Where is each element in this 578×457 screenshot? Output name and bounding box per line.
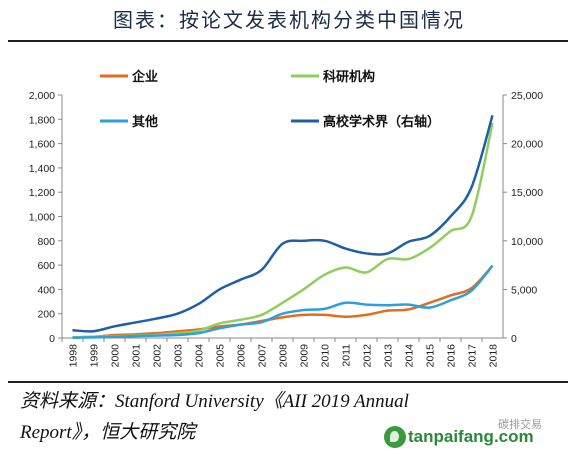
- x-tick-label: 2002: [152, 344, 164, 368]
- source-line-2: Report》，恒大研究院: [20, 422, 196, 443]
- x-tick-label: 2016: [446, 344, 458, 368]
- series-line-0: [72, 264, 494, 339]
- legend-label-1: 科研机构: [323, 69, 375, 85]
- x-tick-label: 2006: [236, 344, 248, 368]
- x-tick-label: 2018: [488, 344, 500, 368]
- x-tick-label: 2009: [299, 344, 311, 368]
- y-left-tick-label: 2,000: [29, 90, 55, 102]
- legend-label-3: 高校学术界（右轴）: [323, 114, 440, 130]
- x-tick-label: 2005: [215, 344, 227, 368]
- y-left-tick-label: 1,000: [29, 212, 55, 224]
- y-right-tick-label: 0: [511, 333, 517, 345]
- chart-axes: 0 200 400 600 800 1,000 1,200 1,400 1,600 1,800 2,…: [29, 90, 544, 367]
- series-line-1: [72, 122, 494, 339]
- y-left-tick-label: 200: [37, 309, 55, 321]
- x-tick-label: 2011: [341, 344, 353, 367]
- x-tick-label: 2012: [362, 344, 374, 368]
- x-tick-label: 2015: [425, 344, 437, 368]
- y-right-tick-label: 15,000: [511, 187, 543, 199]
- watermark: tanpaifang.com 碳排交易: [380, 418, 570, 452]
- y-left-tick-label: 1,800: [29, 114, 55, 126]
- y-left-tick-label: 400: [37, 284, 55, 296]
- y-left-tick-label: 600: [37, 260, 55, 272]
- source-line-1: 资料来源：Stanford University《AII 2019 Annual: [20, 391, 409, 412]
- chart-series: [72, 115, 494, 340]
- y-right-tick-label: 5,000: [511, 284, 537, 296]
- x-tick-label: 2017: [467, 344, 479, 368]
- x-tick-label: 2008: [278, 344, 290, 368]
- x-tick-label: 2000: [110, 344, 122, 368]
- x-tick-label: 1999: [89, 344, 101, 368]
- y-left-tick-label: 1,600: [29, 139, 55, 151]
- series-line-3: [72, 115, 494, 333]
- y-right-tick-label: 20,000: [511, 139, 543, 151]
- y-right-tick-label: 25,000: [511, 90, 543, 102]
- chart-title: 图表：按论文发表机构分类中国情况: [113, 8, 465, 32]
- x-tick-label: 2004: [194, 344, 206, 368]
- x-tick-label: 2007: [257, 344, 269, 368]
- watermark-faint-text: 碳排交易: [498, 418, 542, 431]
- series-line-2: [72, 264, 494, 340]
- source-note: 资料来源：Stanford University《AII 2019 Annual…: [20, 386, 578, 448]
- y-left-tick-label: 800: [37, 236, 55, 248]
- line-chart: 0 200 400 600 800 1,000 1,200 1,400 1,600 1,800 2,…: [29, 69, 544, 367]
- y-left-tick-label: 1,400: [29, 163, 55, 175]
- y-left-tick-label: 0: [49, 333, 55, 345]
- x-tick-label: 2014: [404, 344, 416, 368]
- y-left-tick-label: 1,200: [29, 187, 55, 199]
- x-tick-label: 2013: [383, 344, 395, 368]
- legend-label-0: 企业: [131, 69, 158, 85]
- y-right-tick-label: 10,000: [511, 236, 543, 248]
- x-tick-label: 1998: [68, 344, 80, 368]
- leaf-logo-icon: [384, 426, 406, 448]
- x-tick-label: 2001: [131, 344, 143, 368]
- watermark-text: tanpaifang.com: [408, 427, 534, 446]
- x-tick-label: 2010: [320, 344, 332, 368]
- x-tick-label: 2003: [173, 344, 185, 368]
- title-divider: [8, 40, 568, 42]
- source-divider: [8, 381, 568, 383]
- legend-label-2: 其他: [132, 114, 158, 130]
